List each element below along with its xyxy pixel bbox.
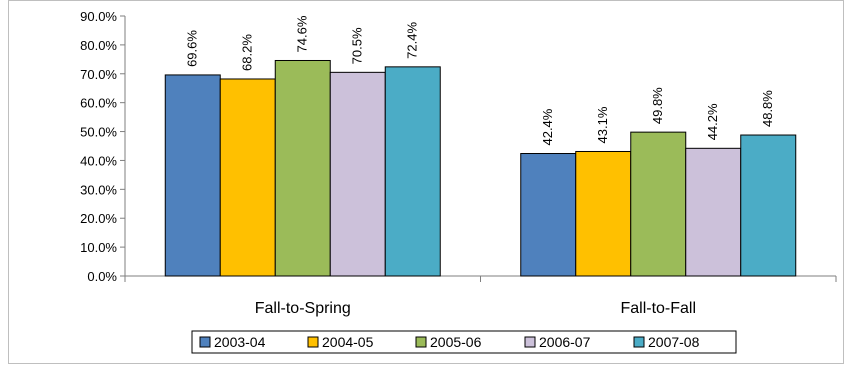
y-tick-label: 50.0% (80, 125, 117, 140)
data-label: 43.1% (595, 106, 610, 143)
y-tick-label: 70.0% (80, 67, 117, 82)
legend-label: 2005-06 (430, 334, 482, 350)
data-label: 74.6% (295, 15, 310, 52)
legend-box (191, 330, 737, 354)
bar-2006-07-fall-to-spring (329, 71, 386, 277)
legend-label: 2004-05 (322, 334, 374, 350)
legend-label: 2007-08 (648, 334, 700, 350)
y-tick-label: 10.0% (80, 240, 117, 255)
y-tick-label: 60.0% (80, 96, 117, 111)
y-tick-label: 30.0% (80, 182, 117, 197)
bar-2007-08-fall-to-spring (384, 66, 441, 277)
chart-border (8, 0, 844, 364)
data-label: 70.5% (350, 27, 365, 64)
data-label: 72.4% (405, 22, 420, 59)
data-label: 44.2% (705, 103, 720, 140)
chart-frame: 0.0% 10.0% 20.0% 30.0% 40.0% 50.0% 60.0% 70.0% 8… (8, 0, 844, 364)
legend-swatch (524, 336, 536, 348)
y-tick-label: 90.0% (80, 9, 117, 24)
bar-2004-05-fall-to-spring (219, 78, 276, 277)
axes: 0.0% 10.0% 20.0% 30.0% 40.0% 50.0% 60.0% 70.0% 8… (8, 0, 844, 364)
data-label: 42.4% (540, 108, 555, 145)
category-label: Fall-to-Spring (255, 300, 351, 317)
y-tick-label: 80.0% (80, 38, 117, 53)
bar-2005-06-fall-to-fall (630, 131, 687, 277)
legend-swatch (633, 336, 645, 348)
bar-chart: 0.0% 10.0% 20.0% 30.0% 40.0% 50.0% 60.0% 70.0% 8… (8, 0, 844, 364)
legend-swatch (415, 336, 427, 348)
bar-2006-07-fall-to-fall (685, 147, 742, 277)
legend-swatch (199, 336, 211, 348)
bar-2007-08-fall-to-fall (740, 134, 797, 277)
legend: 2003-04 2004-05 2005-06 2006-07 2007-08 (191, 330, 737, 354)
data-label: 68.2% (240, 34, 255, 71)
y-tick-label: 0.0% (87, 269, 117, 284)
data-label: 69.6% (185, 30, 200, 67)
data-label: 49.8% (650, 87, 665, 124)
y-tick-label: 40.0% (80, 153, 117, 168)
data-labels: 69.6% 68.2% 74.6% 70.5% 72.4% 42.4% 43.1% 49.8%… (185, 15, 776, 145)
bar-2005-06-fall-to-spring (274, 59, 331, 277)
data-label: 48.8% (760, 90, 775, 127)
legend-label: 2003-04 (214, 334, 266, 350)
bar-2003-04-fall-to-spring (164, 74, 221, 277)
bars (164, 59, 797, 277)
legend-swatch (307, 336, 319, 348)
bar-2003-04-fall-to-fall (520, 153, 577, 277)
bar-2004-05-fall-to-fall (575, 150, 632, 277)
category-label: Fall-to-Fall (620, 300, 696, 317)
legend-label: 2006-07 (539, 334, 591, 350)
y-tick-label: 20.0% (80, 211, 117, 226)
